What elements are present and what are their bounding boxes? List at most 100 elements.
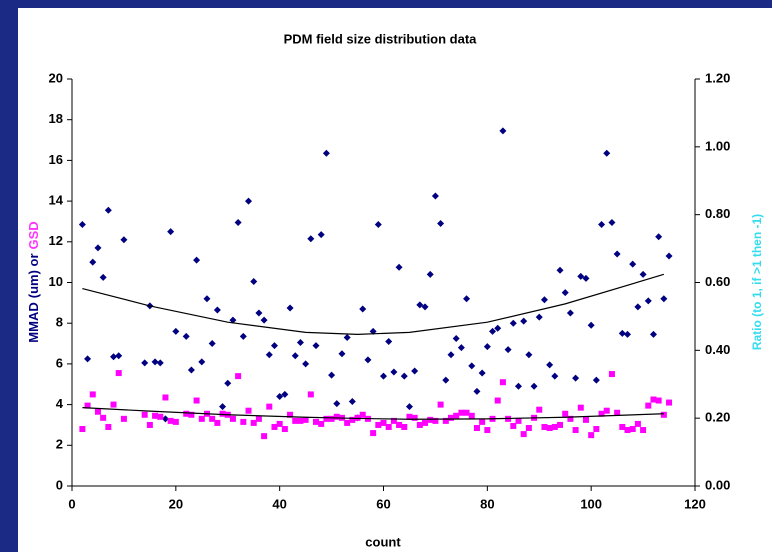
y2-tick-label: 0.00 — [705, 477, 730, 492]
data-point — [333, 400, 341, 408]
data-point — [614, 409, 621, 416]
data-point — [644, 297, 652, 305]
data-point — [380, 419, 387, 426]
data-point — [546, 425, 553, 432]
y-tick-label: 18 — [49, 111, 63, 126]
data-point — [499, 379, 506, 386]
data-point — [660, 295, 668, 303]
data-point — [587, 321, 595, 329]
data-point — [193, 256, 201, 264]
data-point — [447, 414, 454, 421]
data-point — [515, 417, 522, 424]
data-point — [120, 415, 127, 422]
data-point — [640, 427, 647, 434]
data-point — [645, 402, 652, 409]
data-point — [89, 258, 97, 266]
data-point — [520, 431, 527, 438]
data-point — [94, 408, 101, 415]
data-point — [104, 206, 112, 214]
data-point — [302, 360, 310, 368]
data-point — [292, 417, 299, 424]
data-point — [509, 319, 517, 327]
data-point — [271, 423, 278, 430]
data-point — [494, 324, 502, 332]
y-tick-label: 14 — [49, 193, 64, 208]
data-point — [281, 426, 288, 433]
data-point — [431, 192, 439, 200]
data-point — [650, 396, 657, 403]
data-point — [401, 423, 408, 430]
data-point — [556, 266, 564, 274]
x-tick-label: 0 — [68, 496, 75, 511]
data-point — [618, 329, 626, 337]
data-point — [328, 371, 336, 379]
y-tick-label: 0 — [56, 477, 63, 492]
y2-tick-label: 0.20 — [705, 410, 730, 425]
data-point — [396, 421, 403, 428]
data-point — [193, 397, 200, 404]
data-point — [266, 403, 273, 410]
data-point — [395, 263, 403, 271]
data-point — [484, 427, 491, 434]
y-tick-label: 10 — [49, 274, 63, 289]
data-point — [99, 273, 107, 281]
data-point — [260, 316, 268, 324]
data-point — [421, 303, 429, 311]
data-point — [457, 344, 465, 352]
data-point — [369, 327, 377, 335]
data-point — [297, 417, 304, 424]
data-point — [287, 411, 294, 418]
y-tick-label: 12 — [49, 233, 63, 248]
data-point — [89, 391, 96, 398]
data-point — [167, 228, 175, 236]
data-point — [608, 218, 616, 226]
data-point — [110, 401, 117, 408]
data-point — [219, 403, 227, 411]
data-point — [473, 425, 480, 432]
data-point — [437, 219, 445, 227]
data-point — [520, 317, 528, 325]
data-point — [115, 352, 123, 360]
y2-axis-label: Ratio (to 1, if >1 then -1) — [750, 214, 764, 350]
data-point — [551, 372, 559, 380]
y-axis-label-part: GSD — [26, 221, 41, 249]
data-point — [343, 333, 351, 341]
x-tick-label: 60 — [376, 496, 390, 511]
data-point — [541, 423, 548, 430]
trendline — [82, 407, 664, 420]
data-point — [338, 350, 346, 358]
data-point — [84, 355, 92, 363]
data-point — [666, 399, 673, 406]
data-point — [141, 359, 149, 367]
data-point — [187, 366, 195, 374]
data-point — [452, 334, 460, 342]
data-point — [504, 346, 512, 354]
data-point — [286, 304, 294, 312]
data-point — [323, 415, 330, 422]
data-point — [375, 421, 382, 428]
data-point — [406, 413, 413, 420]
data-point — [307, 235, 315, 243]
data-point — [240, 418, 247, 425]
data-point — [453, 412, 460, 419]
data-point — [468, 362, 476, 370]
data-point — [411, 414, 418, 421]
data-point — [572, 427, 579, 434]
data-point — [333, 413, 340, 420]
data-point — [198, 358, 206, 366]
data-point — [411, 367, 419, 375]
data-point — [624, 427, 631, 434]
data-point — [567, 415, 574, 422]
y-tick-label: 2 — [56, 437, 63, 452]
data-point — [276, 420, 283, 427]
data-point — [634, 420, 641, 427]
chart-title: PDM field size distribution data — [284, 31, 478, 46]
data-point — [328, 415, 335, 422]
data-point — [265, 351, 273, 359]
data-point — [234, 218, 242, 226]
data-point — [649, 330, 657, 338]
y2-tick-label: 0.60 — [705, 274, 730, 289]
data-point — [551, 423, 558, 430]
data-point — [84, 402, 91, 409]
